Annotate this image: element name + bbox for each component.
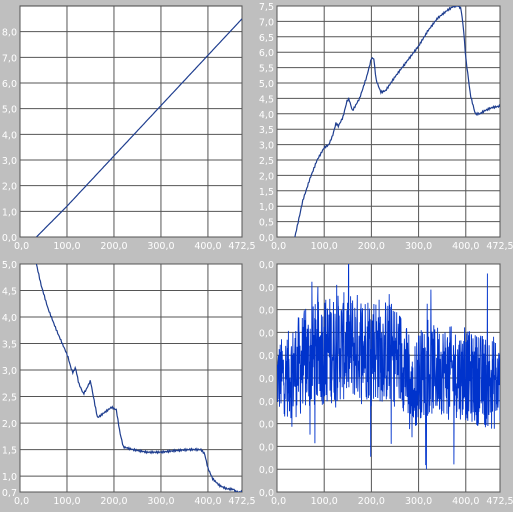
y-tick-label: 0,0 xyxy=(2,233,17,244)
series-line xyxy=(35,18,242,237)
x-tick-label: 0,0 xyxy=(14,496,29,507)
x-tick-label: 200,0 xyxy=(100,241,127,252)
y-tick-label: 0,0 xyxy=(259,420,274,431)
y-tick-label: 0,0 xyxy=(259,488,274,499)
x-tick-label: 472,5 xyxy=(228,241,255,252)
series-line xyxy=(277,264,500,470)
y-tick-label: 3,0 xyxy=(2,156,17,167)
y-tick-label: 6,0 xyxy=(259,48,274,59)
y-tick-label: 0,0 xyxy=(259,397,274,408)
y-tick-label: 0,5 xyxy=(259,218,274,229)
x-tick-label: 100,0 xyxy=(311,241,338,252)
y-tick-label: 4,0 xyxy=(2,313,17,324)
y-tick-label: 6,0 xyxy=(2,79,17,90)
x-tick-label: 0,0 xyxy=(14,241,29,252)
x-tick-label: 472,5 xyxy=(228,496,255,507)
y-tick-label: 2,5 xyxy=(2,393,17,404)
y-tick-label: 5,0 xyxy=(2,105,17,116)
chart-4: 0,0 100,0 200,0 300,0 400,0 472,50,00,00,00,0… xyxy=(259,260,513,507)
series-line xyxy=(294,6,500,237)
y-tick-label: 4,5 xyxy=(259,94,274,105)
y-tick-label: 5,0 xyxy=(2,260,17,271)
y-tick-label: 7,5 xyxy=(259,2,274,13)
y-tick-label: 4,0 xyxy=(2,130,17,141)
x-tick-label: 300,0 xyxy=(147,241,174,252)
y-tick-label: 3,5 xyxy=(2,340,17,351)
x-tick-label: 400,0 xyxy=(194,241,221,252)
x-tick-label: 100,0 xyxy=(53,241,80,252)
x-tick-label: 300,0 xyxy=(405,496,432,507)
x-tick-label: 200,0 xyxy=(100,496,127,507)
y-tick-label: 0,0 xyxy=(259,233,274,244)
y-tick-label: 0,0 xyxy=(259,465,274,476)
y-tick-label: 5,0 xyxy=(259,79,274,90)
y-tick-label: 3,5 xyxy=(259,125,274,136)
x-tick-label: 200,0 xyxy=(358,241,385,252)
y-tick-label: 0,0 xyxy=(259,328,274,339)
x-tick-label: 200,0 xyxy=(358,496,385,507)
x-tick-label: 100,0 xyxy=(311,496,338,507)
y-tick-label: 1,0 xyxy=(2,472,17,483)
y-tick-label: 0,0 xyxy=(259,442,274,453)
chart-1: 0,0 100,0 200,0 300,0 400,0 472,5 0,0 1,0 2,0 3,0… xyxy=(2,5,256,252)
y-tick-label: 0,0 xyxy=(259,283,274,294)
x-tick-label: 0,0 xyxy=(271,496,286,507)
plot-area xyxy=(19,5,243,238)
series-line xyxy=(35,264,242,492)
y-tick-label: 6,5 xyxy=(259,33,274,44)
y-tick-label: 3,0 xyxy=(259,141,274,152)
y-tick-label: 2,5 xyxy=(259,156,274,167)
y-tick-label: 2,0 xyxy=(2,182,17,193)
y-tick-label: 0,0 xyxy=(259,260,274,271)
x-tick-label: 400,0 xyxy=(452,496,479,507)
y-tick-label: 0,0 xyxy=(259,351,274,362)
x-tick-label: 100,0 xyxy=(53,496,80,507)
y-tick-label: 8,0 xyxy=(2,28,17,39)
y-tick-label: 1,5 xyxy=(2,446,17,457)
y-tick-label: 1,0 xyxy=(2,207,17,218)
y-tick-label: 2,0 xyxy=(2,419,17,430)
y-tick-label: 0,0 xyxy=(259,306,274,317)
y-tick-label: 0,0 xyxy=(259,374,274,385)
x-tick-label: 400,0 xyxy=(194,496,221,507)
y-tick-label: 4,0 xyxy=(259,110,274,121)
y-tick-label: 0,7 xyxy=(2,488,17,499)
chart-2: 0,0 100,0 200,0 300,0 400,0 472,5 0,0 0,5 1,0 1,5… xyxy=(259,2,513,252)
y-tick-label: 7,0 xyxy=(2,53,17,64)
x-tick-label: 472,5 xyxy=(486,496,513,507)
x-tick-label: 300,0 xyxy=(405,241,432,252)
y-tick-label: 1,0 xyxy=(259,202,274,213)
chart-3: 0,0 100,0 200,0 300,0 400,0 472,5 0,7 1,0 1,5 2,0… xyxy=(2,260,256,507)
plot-area xyxy=(276,5,501,238)
x-tick-label: 400,0 xyxy=(452,241,479,252)
y-tick-label: 5,5 xyxy=(259,64,274,75)
y-tick-label: 2,0 xyxy=(259,171,274,182)
y-tick-label: 4,5 xyxy=(2,287,17,298)
x-tick-label: 300,0 xyxy=(147,496,174,507)
y-tick-label: 3,0 xyxy=(2,366,17,377)
x-tick-label: 0,0 xyxy=(271,241,286,252)
plot-area xyxy=(19,263,243,493)
y-tick-label: 7,0 xyxy=(259,17,274,28)
x-tick-label: 472,5 xyxy=(486,241,513,252)
y-tick-label: 1,5 xyxy=(259,187,274,198)
